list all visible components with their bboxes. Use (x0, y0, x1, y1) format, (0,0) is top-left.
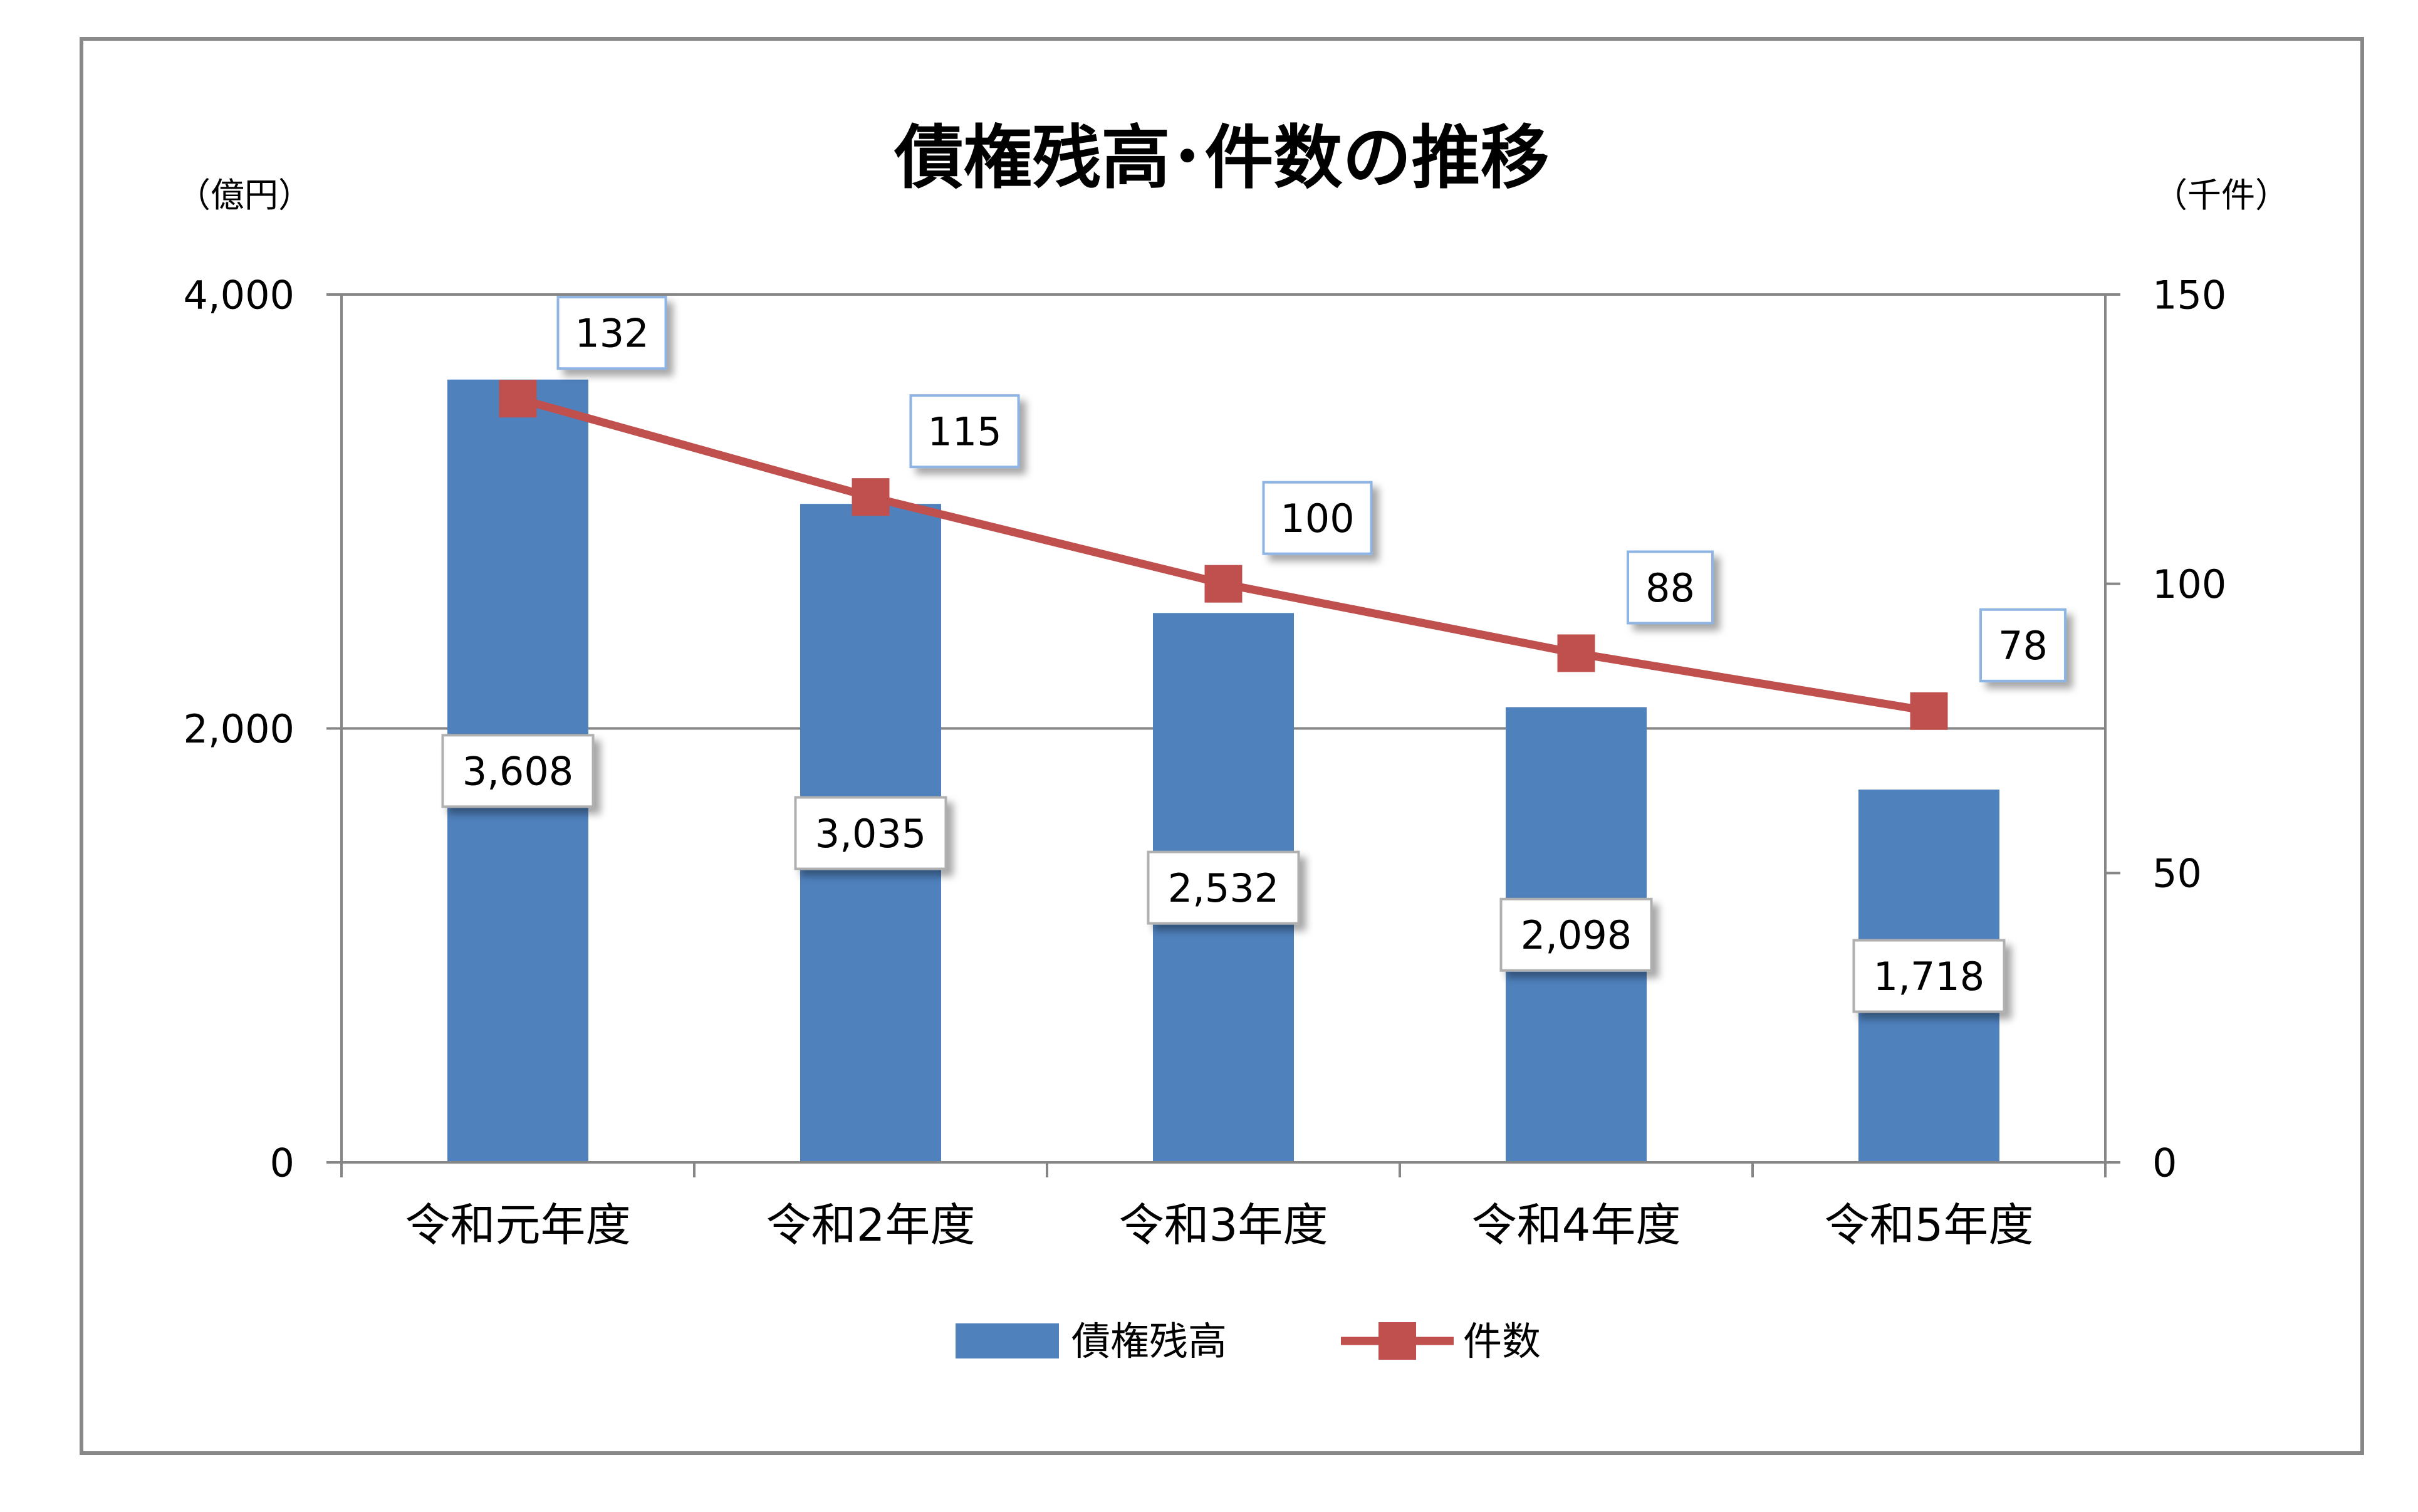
bar-data-label: 3,608 (441, 734, 595, 808)
line-data-label-box (909, 394, 1020, 469)
bar-data-label-box (1852, 939, 2006, 1013)
legend-bar-swatch (956, 1323, 1059, 1358)
line-data-label-box (1627, 550, 1714, 625)
bar-data-label-box (441, 734, 595, 808)
data-labels: 3,608 3,035 2,532 2,098 1,718 132 115 100 88 78 (441, 296, 2066, 1013)
right-tick-label: 0 (2152, 1140, 2177, 1186)
right-tick-label: 50 (2152, 851, 2202, 897)
x-tick-label: 令和5年度 (1825, 1199, 2034, 1251)
bar-data-label-box (794, 796, 947, 870)
left-tick-label: 2,000 (184, 706, 295, 752)
line-data-label-text: 132 (575, 311, 649, 357)
line-data-label-box (1979, 608, 2066, 682)
left-tick-label: 4,000 (184, 272, 295, 318)
legend-bar-label: 債権残高 (1071, 1318, 1227, 1364)
bar-data-label: 3,035 (794, 796, 947, 870)
line-data-label: 132 (556, 296, 667, 370)
right-tick-label: 100 (2152, 561, 2226, 607)
left-axis-unit: （億円） (177, 175, 312, 215)
bar-data-label-box (1147, 850, 1300, 925)
line-data-label-text: 115 (927, 409, 1001, 454)
line-marker-令和3年度 (1204, 565, 1243, 603)
legend-line-label: 件数 (1463, 1318, 1541, 1364)
line-marker-令和5年度 (1910, 692, 1948, 730)
bar-data-label-text: 2,098 (1521, 912, 1632, 958)
line-data-label-text: 78 (1998, 623, 2048, 669)
line-marker-令和4年度 (1557, 634, 1595, 672)
legend: 債権残高 件数 (956, 1318, 1541, 1364)
line-series-group (499, 380, 1948, 730)
legend-line-marker (1378, 1322, 1416, 1360)
line-data-label-box (1262, 481, 1373, 555)
left-tick-label: 0 (270, 1140, 294, 1186)
x-tick-label: 令和3年度 (1119, 1199, 1328, 1251)
x-tick-label: 令和4年度 (1472, 1199, 1681, 1251)
line-data-label-text: 88 (1645, 565, 1695, 611)
line-data-label: 78 (1979, 608, 2066, 682)
bar-data-label-box (1499, 897, 1653, 972)
bar-data-label: 2,098 (1499, 897, 1653, 972)
axes: 0 2,000 4,000 0 50 100 150 令和元年度 令和2年度 令和3年度 令和4年度… (184, 272, 2227, 1251)
line-marker-令和元年度 (499, 380, 537, 418)
right-axis-unit: （千件） (2154, 175, 2289, 215)
bar-data-label-text: 3,608 (462, 749, 574, 795)
bar-data-label-text: 2,532 (1168, 865, 1279, 911)
right-tick-label: 150 (2152, 272, 2226, 318)
bar-data-label-text: 1,718 (1873, 954, 1985, 999)
bar-data-label: 1,718 (1852, 939, 2006, 1013)
x-tick-label: 令和元年度 (405, 1199, 630, 1251)
line-data-label-text: 100 (1280, 496, 1354, 541)
x-tick-label: 令和2年度 (766, 1199, 976, 1251)
line-data-label: 88 (1627, 550, 1714, 625)
line-data-label-box (556, 296, 667, 370)
line-data-label: 100 (1262, 481, 1373, 555)
line-marker-令和2年度 (852, 478, 890, 516)
chart-title: 債権残高･件数の推移 (894, 118, 1550, 198)
bar-data-label: 2,532 (1147, 850, 1300, 925)
bar-data-label-text: 3,035 (815, 811, 927, 857)
line-data-label: 115 (909, 394, 1020, 469)
